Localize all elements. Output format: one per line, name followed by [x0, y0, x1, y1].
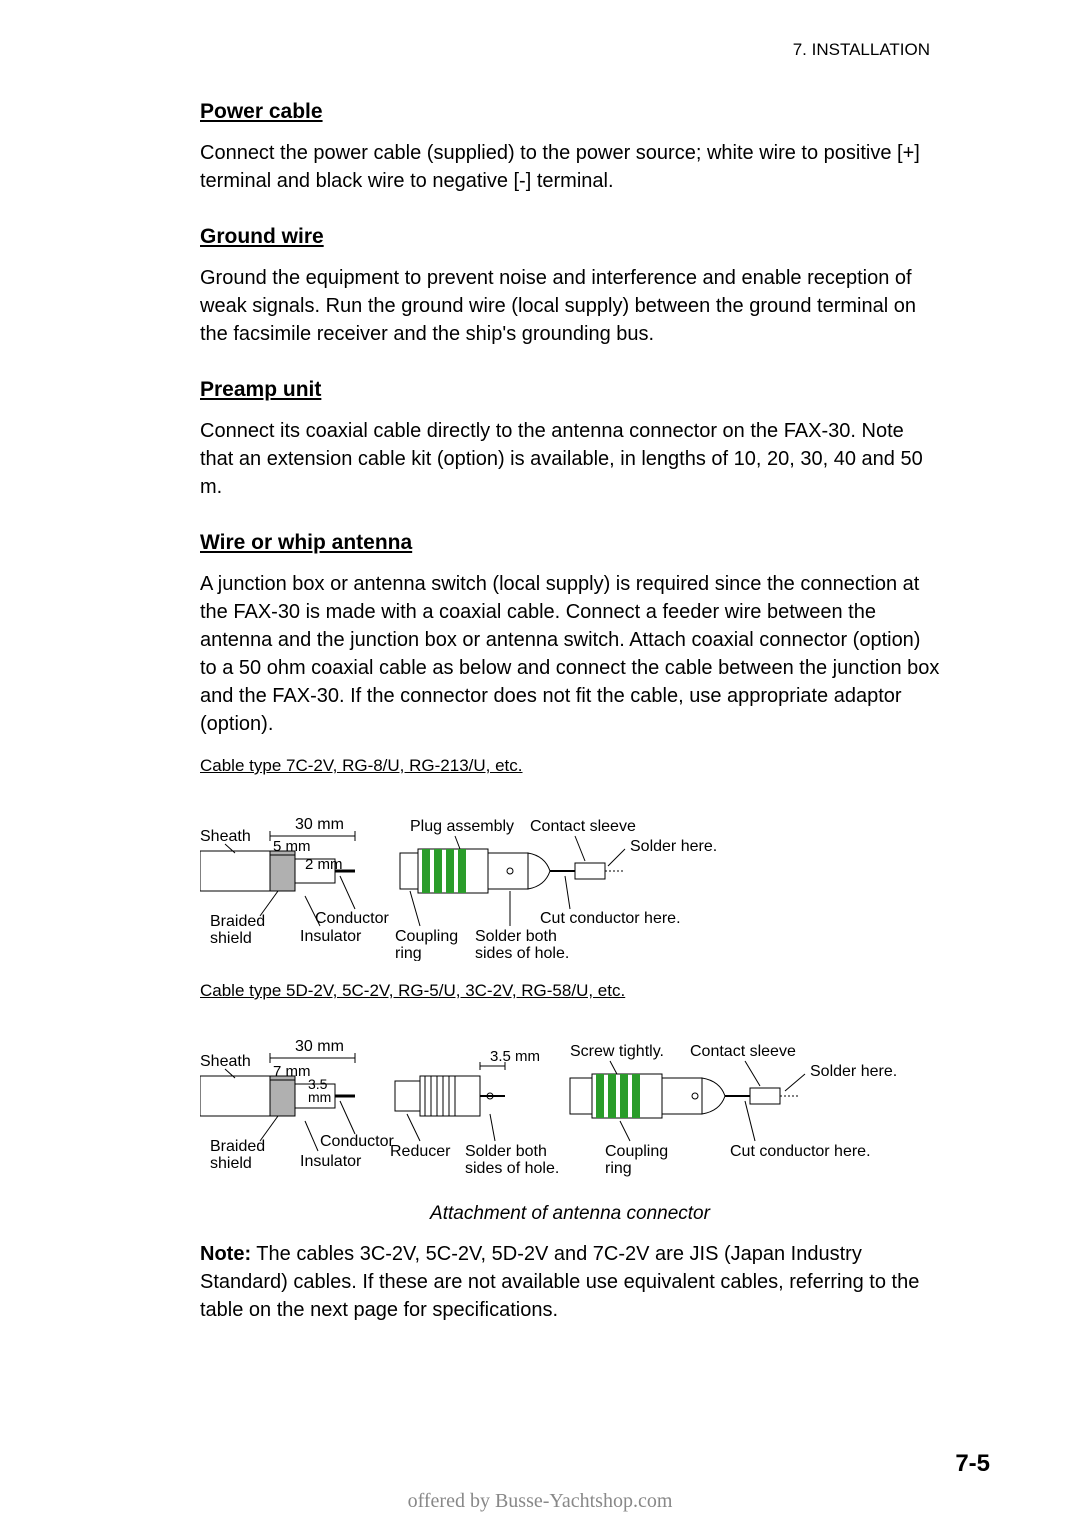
- label2-coupling: Coupling: [605, 1143, 668, 1160]
- note-text: The cables 3C-2V, 5C-2V, 5D-2V and 7C-2V…: [200, 1243, 919, 1321]
- label-ring: ring: [395, 945, 422, 961]
- heading-power-cable: Power cable: [200, 100, 990, 124]
- label-solderhere: Solder here.: [630, 838, 717, 855]
- label2-sides: sides of hole.: [465, 1160, 559, 1177]
- heading-ground-wire: Ground wire: [200, 225, 990, 249]
- figure-caption: Attachment of antenna connector: [200, 1203, 940, 1225]
- footer-watermark: offered by Busse-Yachtshop.com: [0, 1490, 1080, 1513]
- label-shield: shield: [210, 930, 252, 947]
- label2-cut: Cut conductor here.: [730, 1143, 871, 1160]
- body-ground-wire: Ground the equipment to prevent noise an…: [200, 264, 940, 348]
- label-cut: Cut conductor here.: [540, 910, 681, 927]
- note-label: Note:: [200, 1243, 251, 1265]
- page-number: 7-5: [955, 1450, 990, 1478]
- label2-35b: 3.5 mm: [490, 1048, 540, 1065]
- label-insulator: Insulator: [300, 928, 362, 945]
- page: 7. INSTALLATION Power cable Connect the …: [0, 0, 1080, 1528]
- label2-sheath: Sheath: [200, 1053, 251, 1070]
- diagram-1-svg: 30 mm 5 mm 2 mm Sheath Braided shield In…: [200, 781, 900, 961]
- cable-type-2: Cable type 5D-2V, 5C-2V, RG-5/U, 3C-2V, …: [200, 981, 940, 1001]
- label2-conductor: Conductor: [320, 1133, 394, 1150]
- label-sides: sides of hole.: [475, 945, 569, 961]
- label-braided: Braided: [210, 913, 265, 930]
- label2-solderboth: Solder both: [465, 1143, 547, 1160]
- body-power-cable: Connect the power cable (supplied) to th…: [200, 139, 940, 195]
- heading-preamp: Preamp unit: [200, 378, 990, 402]
- label2-braided: Braided: [210, 1138, 265, 1155]
- label-coupling: Coupling: [395, 928, 458, 945]
- label2-30mm: 30 mm: [295, 1038, 344, 1055]
- label-30mm: 30 mm: [295, 816, 344, 833]
- label2-mm: mm: [308, 1089, 331, 1105]
- label-2mm: 2 mm: [305, 856, 343, 873]
- note-block: Note: The cables 3C-2V, 5C-2V, 5D-2V and…: [200, 1240, 940, 1324]
- label-plug: Plug assembly: [410, 818, 514, 835]
- label-sheath: Sheath: [200, 828, 251, 845]
- heading-antenna: Wire or whip antenna: [200, 531, 990, 555]
- label-solderboth: Solder both: [475, 928, 557, 945]
- diagram-1: Cable type 7C-2V, RG-8/U, RG-213/U, etc.…: [200, 756, 940, 966]
- label2-7mm: 7 mm: [273, 1063, 311, 1080]
- diagram-2-svg: 30 mm 7 mm 3.5 mm Sheath Braided shield …: [200, 1006, 980, 1186]
- label2-solderhere: Solder here.: [810, 1063, 897, 1080]
- diagram-2: Cable type 5D-2V, 5C-2V, RG-5/U, 3C-2V, …: [200, 981, 940, 1225]
- label2-screw: Screw tightly.: [570, 1043, 664, 1060]
- label-5mm: 5 mm: [273, 838, 311, 855]
- label2-shield: shield: [210, 1155, 252, 1172]
- label2-ring: ring: [605, 1160, 632, 1177]
- cable-type-1: Cable type 7C-2V, RG-8/U, RG-213/U, etc.: [200, 756, 940, 776]
- label2-reducer: Reducer: [390, 1143, 451, 1160]
- body-preamp: Connect its coaxial cable directly to th…: [200, 417, 940, 501]
- label2-insulator: Insulator: [300, 1153, 362, 1170]
- label-contact: Contact sleeve: [530, 818, 636, 835]
- label2-contact: Contact sleeve: [690, 1043, 796, 1060]
- body-antenna: A junction box or antenna switch (local …: [200, 570, 940, 738]
- chapter-header: 7. INSTALLATION: [90, 40, 930, 60]
- label-conductor: Conductor: [315, 910, 389, 927]
